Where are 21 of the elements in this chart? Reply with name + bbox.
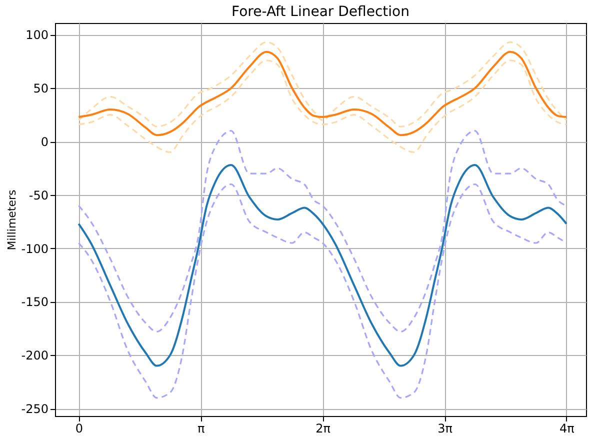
line-series bbox=[78, 60, 568, 154]
x-tick-label: 2π bbox=[316, 422, 330, 436]
line-series bbox=[78, 164, 568, 367]
x-tick-label: π bbox=[198, 422, 205, 436]
y-tick-label: -150 bbox=[21, 295, 48, 310]
y-tick-label: -50 bbox=[28, 188, 48, 202]
y-tick-label: -100 bbox=[21, 242, 48, 256]
line-series bbox=[78, 50, 568, 136]
x-tick-label: 0 bbox=[75, 422, 83, 436]
x-tick-label: 3π bbox=[438, 422, 452, 436]
y-tick-label: 50 bbox=[33, 82, 48, 96]
y-tick-label: 100 bbox=[26, 28, 48, 42]
x-tick-label: 4π bbox=[560, 422, 574, 436]
y-axis-title: Millimeters bbox=[5, 189, 18, 250]
y-tick-label: -200 bbox=[21, 348, 48, 363]
line-series bbox=[78, 130, 568, 332]
y-tick-label: 0 bbox=[40, 135, 48, 150]
line-series bbox=[78, 183, 568, 399]
chart-title: Fore-Aft Linear Deflection bbox=[232, 4, 410, 20]
line-series bbox=[78, 41, 568, 128]
y-tick-label: -250 bbox=[21, 402, 48, 416]
